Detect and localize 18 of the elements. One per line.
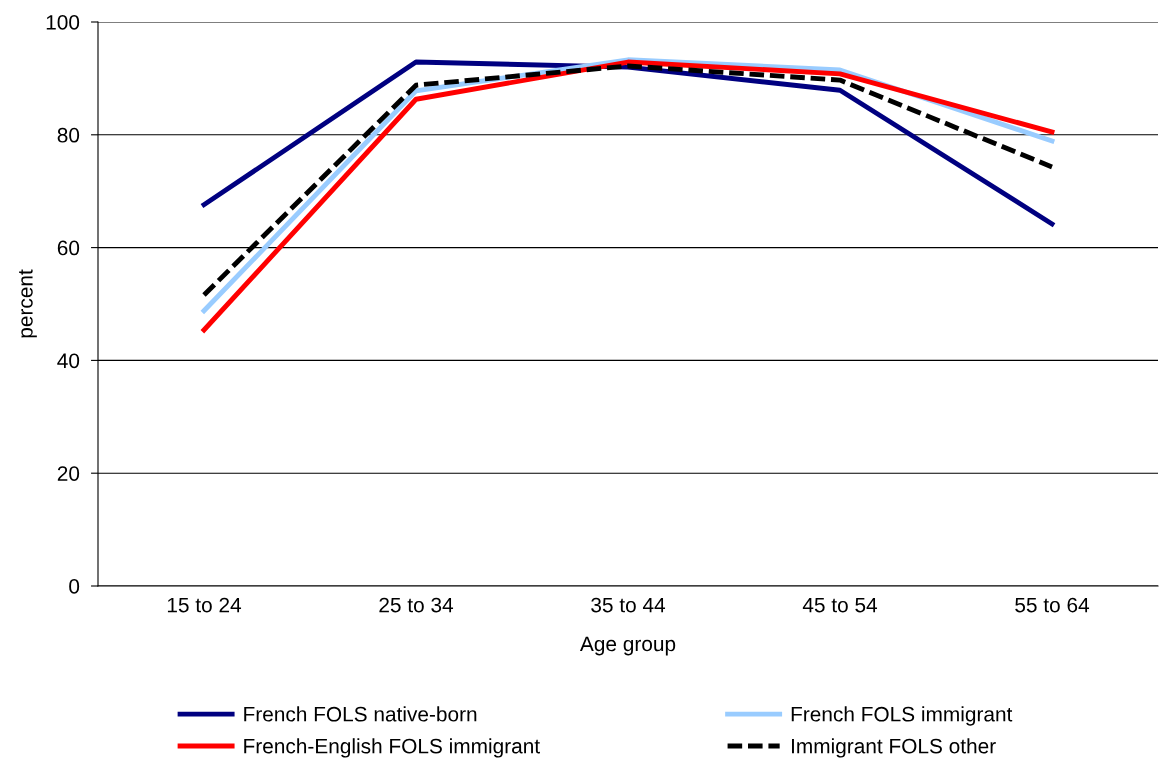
legend-label: Immigrant FOLS other [792, 738, 996, 758]
y-tick-label: 20 [57, 466, 80, 481]
x-tick-label: 55 to 64 [1015, 597, 1090, 613]
y-tick-label: 100 [46, 15, 80, 30]
x-axis-title: Age group [579, 636, 676, 656]
legend-label: French FOLS immigrant [791, 706, 1013, 726]
y-tick-label: 80 [57, 127, 80, 143]
x-tick-label: 15 to 24 [167, 597, 242, 613]
legend-label: French FOLS native-born [244, 706, 477, 722]
x-tick-label: 35 to 44 [591, 597, 666, 613]
x-tick-label: 45 to 54 [802, 597, 878, 613]
y-tick-label: 60 [57, 240, 80, 256]
line-series [201, 59, 1055, 227]
y-tick-label: 40 [57, 353, 80, 369]
y-axis-title: percent [19, 269, 37, 338]
y-tick-label: 0 [69, 579, 80, 594]
x-tick-label: 25 to 34 [379, 597, 454, 613]
legend-label: French-English FOLS immigrant [244, 738, 540, 758]
